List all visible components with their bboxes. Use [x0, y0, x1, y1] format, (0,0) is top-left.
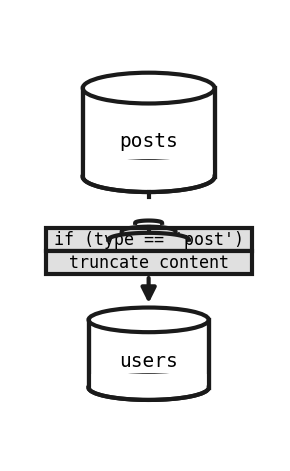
Ellipse shape [88, 308, 209, 332]
Text: users: users [119, 352, 178, 371]
FancyBboxPatch shape [88, 374, 209, 388]
Polygon shape [88, 320, 209, 388]
Polygon shape [83, 88, 215, 177]
Text: if (type == 'post'): if (type == 'post') [54, 231, 244, 249]
FancyBboxPatch shape [46, 252, 252, 275]
Text: truncate content: truncate content [69, 254, 229, 272]
Ellipse shape [83, 161, 215, 192]
FancyBboxPatch shape [46, 228, 252, 252]
FancyBboxPatch shape [82, 160, 215, 177]
Ellipse shape [88, 375, 209, 400]
Ellipse shape [83, 73, 215, 104]
Text: posts: posts [119, 132, 178, 151]
